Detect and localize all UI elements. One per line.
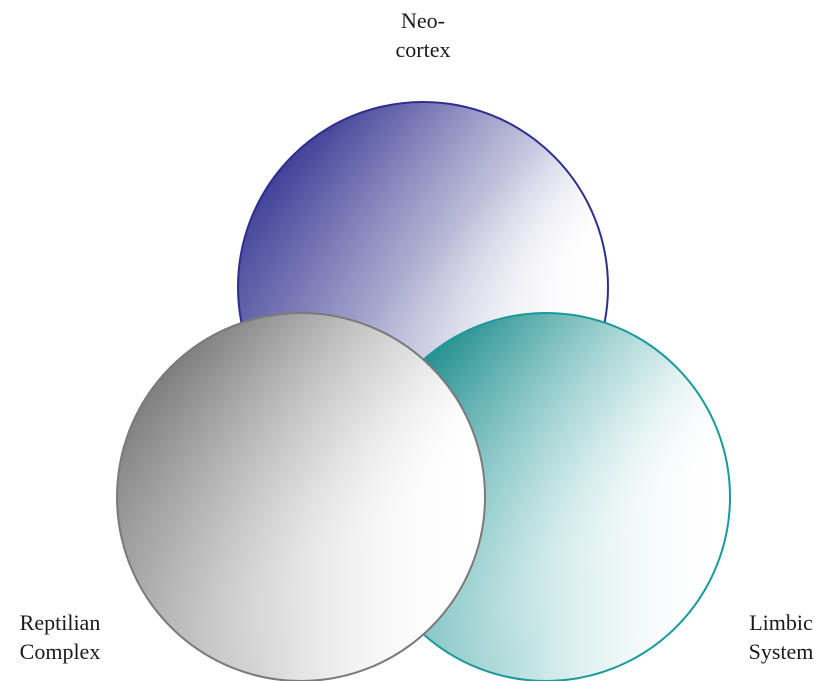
neocortex-label-line-1: Neo- [401, 8, 445, 33]
neocortex-label-line-2: cortex [395, 37, 451, 62]
reptilian-label-line-2: Complex [19, 639, 101, 664]
neocortex-label: Neo- cortex [363, 6, 483, 64]
reptilian-circle [116, 312, 486, 681]
reptilian-label: Reptilian Complex [0, 608, 120, 666]
limbic-label-line-2: System [748, 639, 814, 664]
limbic-label-line-1: Limbic [749, 610, 813, 635]
limbic-label: Limbic System [735, 608, 827, 666]
reptilian-label-line-1: Reptilian [19, 610, 101, 635]
